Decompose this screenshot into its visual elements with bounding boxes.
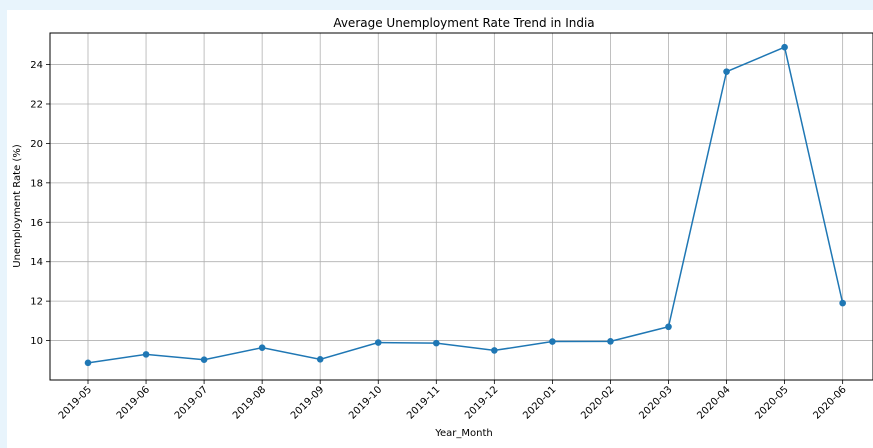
y-tick-label: 20 [30, 139, 43, 150]
x-tick-label: 2019-10 [347, 384, 384, 421]
x-tick-label: 2020-05 [753, 384, 790, 421]
data-point [200, 356, 208, 363]
data-point [723, 68, 730, 75]
x-tick-label: 2019-07 [173, 384, 210, 421]
data-point [84, 359, 92, 367]
y-tick-label: 22 [30, 99, 43, 110]
data-point [433, 339, 440, 347]
x-tick-label: 2019-11 [405, 384, 442, 421]
data-point [491, 347, 498, 354]
x-tick-label: 2020-02 [579, 384, 616, 421]
data-point [607, 338, 614, 345]
data-point [839, 299, 846, 307]
data-point [316, 355, 324, 363]
x-tick-label: 2020-01 [521, 384, 558, 421]
x-tick-label: 2019-08 [231, 384, 268, 421]
y-tick-label: 24 [30, 60, 43, 71]
data-point [781, 43, 788, 51]
plot-area [49, 32, 873, 381]
data-point [142, 351, 150, 358]
y-axis-label: Unemployment Rate (%) [12, 144, 23, 268]
x-tick-label: 2019-05 [57, 384, 94, 421]
y-tick-label: 12 [30, 297, 43, 308]
y-tick-label: 18 [30, 178, 43, 189]
axis-ticks: 2019-05 2019-06 2019-07 2019-08 2019-09 2019-… [30, 60, 849, 422]
x-tick-label: 2020-03 [637, 384, 674, 421]
x-tick-label: 2019-12 [463, 384, 500, 421]
grid [50, 33, 873, 380]
y-tick-label: 10 [30, 336, 43, 347]
y-tick-label: 14 [30, 257, 43, 268]
data-point [258, 344, 266, 351]
x-tick-label: 2019-09 [289, 384, 326, 421]
x-tick-label: 2020-04 [695, 384, 732, 421]
series-polyline [87, 46, 844, 364]
data-point [374, 339, 382, 346]
x-tick-label: 2020-06 [811, 384, 848, 421]
x-tick-label: 2019-06 [115, 384, 152, 421]
series-line [84, 43, 846, 367]
x-axis-label: Year_Month [434, 428, 493, 439]
figure: Average Unemployment Rate Trend in India… [7, 10, 873, 448]
data-point [549, 338, 556, 345]
y-tick-label: 16 [30, 218, 43, 229]
line-chart: Average Unemployment Rate Trend in India… [12, 16, 873, 439]
data-point [665, 323, 672, 331]
chart-title: Average Unemployment Rate Trend in India [333, 16, 594, 30]
